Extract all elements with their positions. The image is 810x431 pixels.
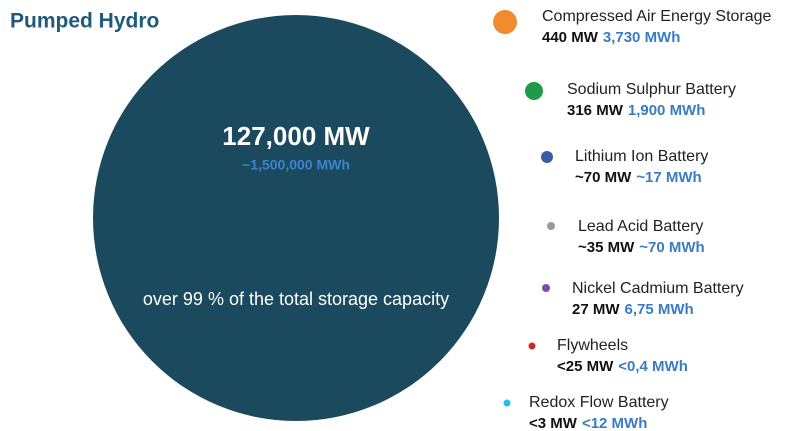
item-dot (547, 222, 555, 230)
item-name: Lead Acid Battery (578, 218, 703, 235)
main-power: 127,000 MW (222, 121, 370, 151)
item-energy: 3,730 MWh (603, 29, 681, 46)
item-name: Compressed Air Energy Storage (542, 8, 772, 25)
item-power: ~70 MW (575, 169, 632, 186)
item-energy: <12 MWh (582, 415, 647, 431)
item-name: Sodium Sulphur Battery (567, 81, 736, 98)
item-values: ~70 MW ~17 MWh (575, 169, 702, 186)
item-dot (528, 342, 536, 350)
item-power: 440 MW (542, 29, 599, 46)
item-power: ~35 MW (578, 239, 635, 256)
item-dot (503, 399, 511, 407)
item-power: <3 MW (529, 415, 578, 431)
item-energy: ~70 MWh (639, 239, 704, 256)
item-values: ~35 MW ~70 MWh (578, 239, 705, 256)
item-name: Flywheels (557, 337, 628, 354)
item-name: Lithium Ion Battery (575, 148, 708, 165)
item-energy: <0,4 MWh (618, 358, 688, 375)
item-name: Nickel Cadmium Battery (572, 280, 744, 297)
main-energy: ~1,500,000 MWh (242, 157, 350, 173)
item-values: <25 MW <0,4 MWh (557, 358, 688, 375)
item-dot (542, 284, 550, 292)
item-name: Redox Flow Battery (529, 394, 669, 411)
item-energy: ~17 MWh (636, 169, 701, 186)
item-values: 27 MW 6,75 MWh (572, 301, 694, 318)
note-box: over 99 % of the total storage capacity (142, 289, 450, 309)
item-dot (493, 10, 517, 34)
item-values: 316 MW 1,900 MWh (567, 102, 705, 119)
title: Pumped Hydro (10, 10, 159, 33)
item-energy: 6,75 MWh (625, 301, 694, 318)
item-values: <3 MW <12 MWh (529, 415, 647, 431)
item-values: 440 MW 3,730 MWh (542, 29, 680, 46)
item-dot (541, 151, 553, 163)
item-power: 316 MW (567, 102, 624, 119)
item-power: 27 MW (572, 301, 620, 318)
item-dot (525, 82, 543, 100)
main-circle (93, 15, 499, 421)
main-note: over 99 % of the total storage capacity (142, 289, 450, 309)
item-power: <25 MW (557, 358, 614, 375)
item-energy: 1,900 MWh (628, 102, 706, 119)
